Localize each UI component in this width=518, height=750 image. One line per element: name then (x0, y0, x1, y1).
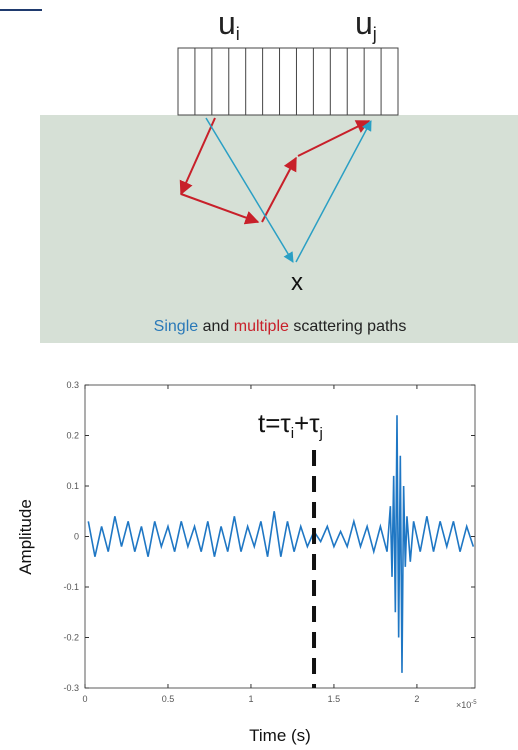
x-tick-label: 0 (82, 694, 87, 704)
x-tick-label: 1 (248, 694, 253, 704)
element-label: uj (355, 5, 377, 44)
annotation-sub: j (319, 425, 323, 442)
plot-area (84, 384, 476, 689)
y-tick-label: -0.3 (63, 683, 79, 693)
y-tick-label: -0.2 (63, 633, 79, 643)
y-tick-label: 0.2 (66, 431, 79, 441)
point-label: x (291, 269, 303, 296)
array (177, 47, 399, 116)
y-axis-label: Amplitude (16, 499, 35, 575)
single-path (205, 117, 372, 263)
y-tick-label: 0.1 (66, 481, 79, 491)
annotation-part: +τ (294, 408, 320, 438)
y-tick-label: -0.1 (63, 582, 79, 592)
signal-line (87, 415, 475, 673)
y-tick-label: 0.3 (66, 380, 79, 390)
x-tick-label: 0.5 (162, 694, 175, 704)
annotation-sub: i (291, 425, 294, 442)
caption: Single and multiple scattering paths (154, 318, 407, 335)
x-axis-label: Time (s) (249, 726, 311, 745)
multiple-path (179, 117, 371, 225)
annotation-part: t=τ (258, 408, 291, 438)
array-cells (194, 48, 382, 115)
chart: -0.3 -0.2 -0.1 0 0.1 0.2 0.3 0 0.5 1 1.5 2 t=τi+τj Ti… (16, 380, 477, 745)
annotation: t=τi+τj (258, 408, 323, 442)
x-tick-label: 1.5 (328, 694, 341, 704)
medium (40, 115, 518, 343)
x-tick-label: 2 (414, 694, 419, 704)
x-multiplier: ×10-5 (456, 700, 477, 710)
x-multiplier-base: ×10 (456, 700, 471, 710)
x-multiplier-exponent: -5 (471, 700, 477, 706)
y-tick-label: 0 (74, 532, 79, 542)
element-label: ui (218, 5, 240, 44)
